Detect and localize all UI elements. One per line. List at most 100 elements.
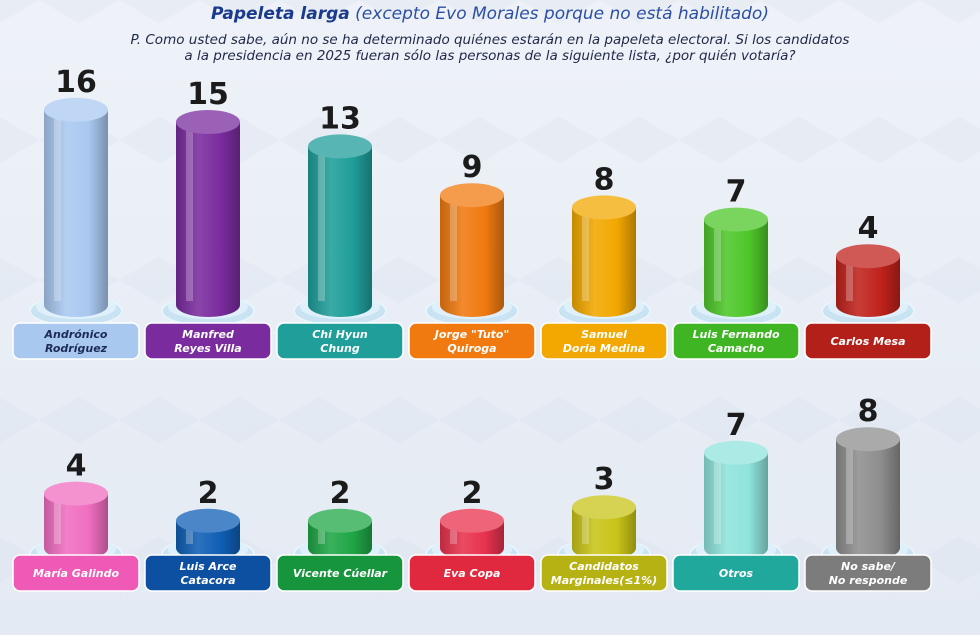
bar-highlight bbox=[186, 526, 193, 544]
category-label-text: Andrónico bbox=[44, 328, 108, 341]
bar-top bbox=[704, 207, 768, 232]
category-label-text: Manfred bbox=[182, 328, 234, 341]
bar-value-label: 2 bbox=[462, 476, 483, 511]
bar-value-label: 8 bbox=[858, 394, 879, 429]
bar-highlight bbox=[186, 128, 193, 301]
category-label-text: Carlos Mesa bbox=[830, 335, 905, 348]
bar bbox=[176, 122, 240, 317]
bar bbox=[704, 452, 768, 560]
category-label: Eva Copa bbox=[408, 554, 536, 592]
category-label-text: Marginales(≤1%) bbox=[551, 574, 657, 587]
bar-value-label: 15 bbox=[187, 77, 229, 112]
category-label-text: Samuel bbox=[581, 328, 627, 341]
bar-top bbox=[704, 440, 768, 465]
bar-top bbox=[308, 508, 372, 533]
bar-highlight bbox=[54, 499, 61, 544]
bar-value-label: 16 bbox=[55, 65, 97, 100]
bar bbox=[308, 146, 372, 317]
bar-value-label: 3 bbox=[594, 462, 615, 497]
title-subtitle: (excepto Evo Morales porque no está habi… bbox=[355, 4, 769, 24]
bar-top bbox=[572, 195, 636, 220]
category-label: Jorge "Tuto"Quiroga bbox=[408, 322, 536, 360]
bar-highlight bbox=[54, 115, 61, 301]
category-label-text: No responde bbox=[829, 574, 908, 587]
survey-question: P. Como usted sabe, aún no se ha determi… bbox=[0, 32, 980, 64]
bar bbox=[44, 493, 108, 560]
bar-value-label: 2 bbox=[330, 476, 351, 511]
question-line-1: P. Como usted sabe, aún no se ha determi… bbox=[130, 32, 850, 48]
bar-value-label: 4 bbox=[858, 211, 879, 246]
bar-highlight bbox=[714, 458, 721, 544]
category-label-text: Catacora bbox=[180, 574, 235, 587]
category-label: Carlos Mesa bbox=[804, 322, 932, 360]
bar-highlight bbox=[846, 445, 853, 544]
chart-header: Papeleta larga (excepto Evo Morales porq… bbox=[0, 4, 980, 64]
category-label: Otros bbox=[672, 554, 800, 592]
bar-highlight bbox=[318, 526, 325, 544]
bar-highlight bbox=[582, 513, 589, 544]
bar-top bbox=[44, 481, 108, 506]
category-label-text: Jorge "Tuto" bbox=[433, 328, 509, 341]
bar bbox=[572, 207, 636, 317]
bar bbox=[440, 195, 504, 317]
bar-top bbox=[836, 244, 900, 269]
bar-top bbox=[836, 427, 900, 452]
bar-value-label: 8 bbox=[594, 162, 615, 197]
category-label-text: Eva Copa bbox=[444, 567, 501, 580]
category-label-text: María Galindo bbox=[33, 567, 120, 580]
title-bold: Papeleta larga bbox=[211, 4, 350, 24]
bar-highlight bbox=[318, 152, 325, 301]
category-label: Vicente Cúellar bbox=[276, 554, 404, 592]
category-label: María Galindo bbox=[12, 554, 140, 592]
bar-value-label: 9 bbox=[462, 150, 483, 185]
category-label-text: Camacho bbox=[708, 342, 765, 355]
bar bbox=[44, 109, 108, 317]
category-label-text: Chi Hyun bbox=[312, 328, 368, 341]
question-line-2: a la presidencia en 2025 fueran sólo las… bbox=[184, 48, 796, 64]
bar-value-label: 13 bbox=[319, 101, 361, 136]
bar bbox=[704, 219, 768, 317]
category-label-text: No sabe/ bbox=[841, 560, 896, 573]
bar-top bbox=[308, 134, 372, 159]
bar bbox=[572, 507, 636, 560]
bar bbox=[836, 256, 900, 317]
category-label-text: Otros bbox=[719, 567, 754, 580]
category-label-text: Luis Arce bbox=[180, 560, 237, 573]
category-label-text: Reyes Villa bbox=[174, 342, 241, 355]
bar-top bbox=[440, 508, 504, 533]
bar-highlight bbox=[450, 201, 457, 301]
category-label-text: Quiroga bbox=[447, 342, 496, 355]
bar-top bbox=[176, 508, 240, 533]
category-label-text: Luis Fernando bbox=[692, 328, 779, 341]
bar-value-label: 7 bbox=[726, 175, 747, 210]
bar-top bbox=[44, 97, 108, 122]
category-label-text: Candidatos bbox=[569, 560, 639, 573]
bar-highlight bbox=[714, 225, 721, 301]
chart-title: Papeleta larga (excepto Evo Morales porq… bbox=[0, 4, 980, 24]
bar bbox=[836, 439, 900, 560]
bar-top bbox=[572, 495, 636, 520]
bar-highlight bbox=[582, 213, 589, 301]
category-label-text: Vicente Cúellar bbox=[293, 567, 388, 580]
category-label-text: Chung bbox=[320, 342, 360, 355]
category-label-text: Doria Medina bbox=[563, 342, 645, 355]
bar-highlight bbox=[450, 526, 457, 544]
bar-top bbox=[440, 183, 504, 208]
bar-top bbox=[176, 110, 240, 134]
bar-value-label: 2 bbox=[198, 476, 219, 511]
bar-highlight bbox=[846, 262, 853, 301]
bar-value-label: 4 bbox=[66, 449, 87, 484]
bar-value-label: 7 bbox=[726, 408, 747, 443]
category-label-text: Rodríguez bbox=[45, 342, 108, 355]
category-label: No sabe/No responde bbox=[804, 554, 932, 592]
